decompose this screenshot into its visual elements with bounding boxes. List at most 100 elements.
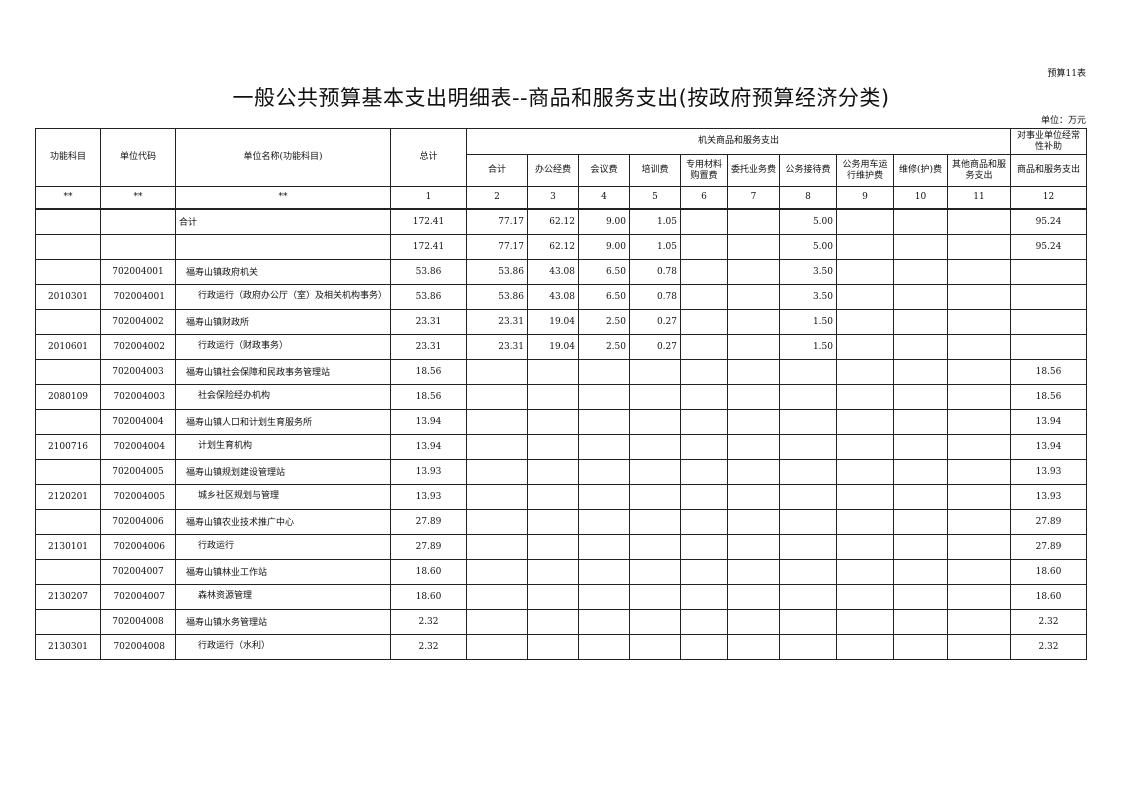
table-cell: 53.86	[466, 283, 528, 310]
table-cell	[727, 383, 780, 410]
table-cell	[947, 483, 1011, 510]
table-cell	[680, 408, 728, 435]
table-cell: 9.00	[578, 207, 630, 235]
table-cell	[947, 558, 1011, 585]
header-total: 总计	[390, 128, 467, 187]
page-title: 一般公共预算基本支出明细表--商品和服务支出(按政府预算经济分类)	[232, 86, 890, 110]
table-cell: 福寿山镇林业工作站	[175, 558, 391, 585]
table-cell: 172.41	[390, 233, 467, 260]
table-cell	[680, 558, 728, 585]
table-row: 702004001 福寿山镇政府机关 53.86 53.86 43.08 6.50 0.78…	[35, 258, 1087, 285]
header-sub: 办公经费	[527, 154, 579, 187]
header-index: **	[35, 186, 101, 209]
table-row: 702004004 福寿山镇人口和计划生育服务所 13.94 13.94	[35, 408, 1087, 435]
table-cell	[527, 483, 579, 510]
table-cell	[727, 483, 780, 510]
table-cell: 福寿山镇规划建设管理站	[175, 458, 391, 485]
table-cell	[629, 558, 681, 585]
budget-table: 功能科目 单位代码 单位名称(功能科目) 总计 机关商品和服务支出 对事业单位经…	[35, 128, 1087, 660]
table-cell	[836, 433, 894, 460]
table-cell	[947, 233, 1011, 260]
table-cell	[779, 458, 837, 485]
table-cell: 福寿山镇政府机关	[175, 258, 391, 285]
table-cell	[836, 207, 894, 235]
table-cell	[680, 333, 728, 360]
header-name: 单位名称(功能科目)	[175, 128, 391, 187]
table-cell	[947, 508, 1011, 535]
table-cell: 森林资源管理	[175, 583, 391, 610]
table-cell	[1010, 333, 1087, 360]
header-group-subsidy: 对事业单位经常性补助	[1010, 128, 1087, 155]
table-cell	[35, 207, 101, 235]
table-cell	[727, 558, 780, 585]
table-cell	[947, 308, 1011, 335]
table-cell	[466, 608, 528, 635]
table-cell: 5.00	[779, 207, 837, 235]
table-cell	[578, 558, 630, 585]
table-cell	[629, 408, 681, 435]
table-cell	[893, 358, 948, 385]
table-cell: 172.41	[390, 207, 467, 235]
table-cell	[1010, 308, 1087, 335]
table-cell	[727, 608, 780, 635]
table-cell: 23.31	[390, 308, 467, 335]
table-cell	[578, 383, 630, 410]
table-cell	[779, 358, 837, 385]
table-cell	[836, 608, 894, 635]
table-cell: 6.50	[578, 283, 630, 310]
header-func: 功能科目	[35, 128, 101, 187]
table-cell	[629, 633, 681, 660]
table-cell: 2010301	[35, 283, 101, 310]
table-cell	[680, 383, 728, 410]
table-cell: 2.32	[390, 608, 467, 635]
table-cell	[578, 583, 630, 610]
table-cell	[629, 608, 681, 635]
header-index: **	[100, 186, 176, 209]
table-cell	[578, 533, 630, 560]
table-cell: 18.60	[1010, 558, 1087, 585]
table-cell: 0.27	[629, 308, 681, 335]
table-cell	[680, 608, 728, 635]
header-sub: 公务接待费	[779, 154, 837, 187]
table-cell: 13.93	[1010, 483, 1087, 510]
table-cell	[466, 508, 528, 535]
table-cell: 702004007	[100, 583, 176, 610]
table-cell	[1010, 258, 1087, 285]
table-cell: 27.89	[1010, 508, 1087, 535]
table-cell: 2.50	[578, 308, 630, 335]
table-cell	[893, 558, 948, 585]
table-cell: 13.94	[390, 433, 467, 460]
table-cell	[527, 583, 579, 610]
table-cell	[947, 433, 1011, 460]
table-cell	[893, 408, 948, 435]
table-cell: 13.94	[1010, 433, 1087, 460]
table-cell: 9.00	[578, 233, 630, 260]
table-cell	[466, 483, 528, 510]
table-cell: 0.78	[629, 283, 681, 310]
table-cell	[35, 508, 101, 535]
table-cell: 2010601	[35, 333, 101, 360]
table-cell	[680, 458, 728, 485]
header-sub: 专用材料购置费	[680, 154, 728, 187]
table-cell	[727, 258, 780, 285]
table-cell	[35, 408, 101, 435]
table-cell: 2130301	[35, 633, 101, 660]
table-cell: 0.27	[629, 333, 681, 360]
table-cell	[680, 483, 728, 510]
table-row: 702004006 福寿山镇农业技术推广中心 27.89 27.89	[35, 508, 1087, 535]
table-cell: 23.31	[466, 308, 528, 335]
header-sub: 培训费	[629, 154, 681, 187]
header-index: 11	[947, 186, 1011, 209]
table-row: 702004007 福寿山镇林业工作站 18.60 18.60	[35, 558, 1087, 585]
table-cell: 2120201	[35, 483, 101, 510]
table-cell	[578, 483, 630, 510]
header-index: 9	[836, 186, 894, 209]
table-cell	[680, 283, 728, 310]
table-row: 合计 172.41 77.17 62.12 9.00 1.05 5.00 95.24	[35, 207, 1087, 235]
table-row: 702004008 福寿山镇水务管理站 2.32 2.32	[35, 608, 1087, 635]
table-cell	[893, 283, 948, 310]
table-cell: 计划生育机构	[175, 433, 391, 460]
header-index: 3	[527, 186, 579, 209]
table-cell	[727, 583, 780, 610]
table-cell	[527, 383, 579, 410]
